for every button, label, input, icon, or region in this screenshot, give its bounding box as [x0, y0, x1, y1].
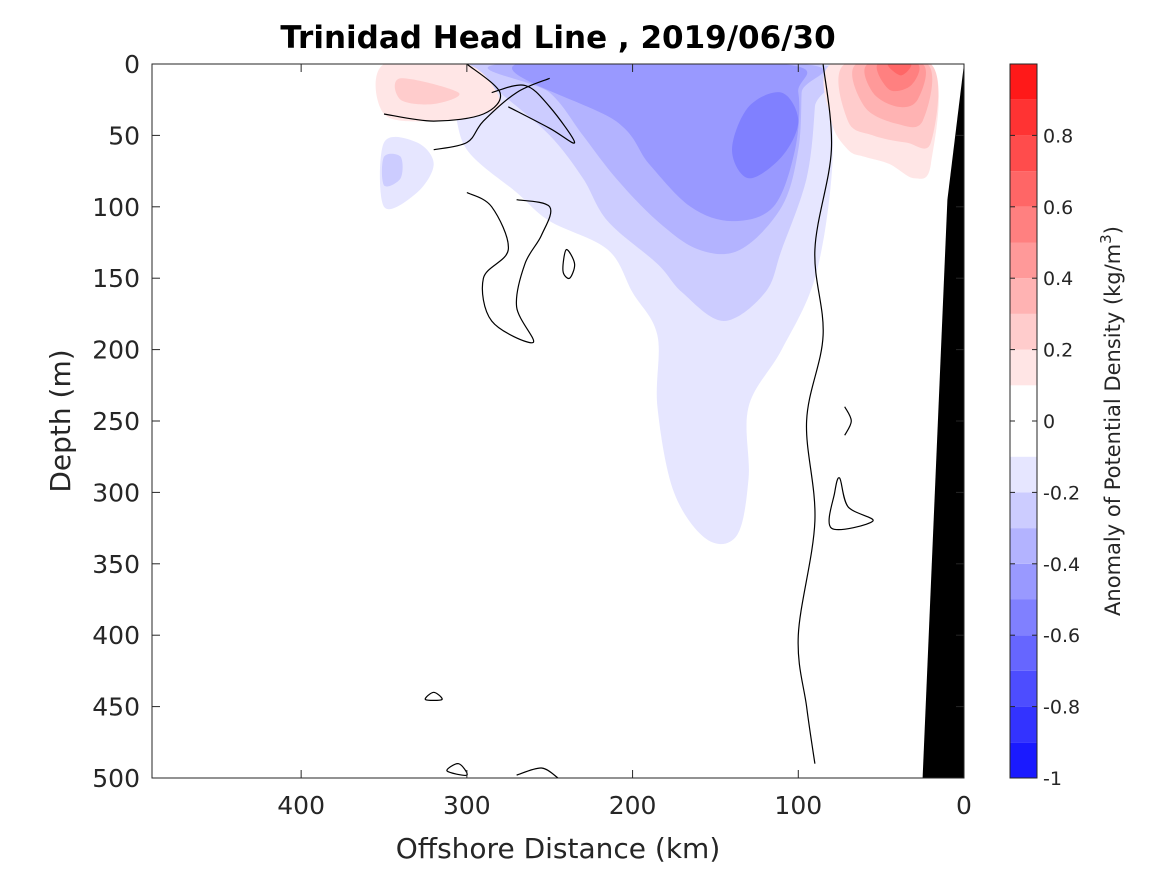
colorbar-label: Anomaly of Potential Density (kg/m3) — [1097, 226, 1125, 616]
colorbar-band — [1010, 563, 1037, 600]
colorbar-band — [1010, 135, 1037, 172]
colorbar-tick-label: 0.6 — [1043, 197, 1073, 219]
zero-contour-line — [844, 406, 852, 436]
seafloor-shape — [922, 64, 964, 778]
colorbar-band — [1010, 706, 1037, 743]
zero-contour-line — [466, 191, 552, 344]
y-tick-label: 100 — [92, 193, 140, 222]
colorbar-band — [1010, 349, 1037, 386]
contour-fill — [394, 78, 460, 105]
y-tick-label: 300 — [92, 478, 140, 507]
anomaly-region-negative-anomaly-west — [379, 136, 434, 210]
y-tick-label: 250 — [92, 407, 140, 436]
colorbar-band — [1010, 242, 1037, 279]
plot-area — [375, 64, 939, 545]
y-tick-label: 350 — [92, 550, 140, 579]
y-tick-label: 450 — [92, 693, 140, 722]
y-tick-label: 200 — [92, 336, 140, 365]
colorbar-band — [1010, 64, 1037, 100]
colorbar-band — [1010, 99, 1037, 136]
zero-contour-line — [383, 64, 502, 122]
colorbar-band — [1010, 313, 1037, 350]
colorbar-band — [1010, 599, 1037, 636]
bathymetry — [922, 64, 964, 778]
zero-contour-line — [491, 84, 576, 144]
colorbar-tick-label: -0.4 — [1043, 554, 1080, 576]
colorbar-label-suffix: ) — [1101, 226, 1125, 234]
zero-contour-line — [797, 64, 833, 764]
y-tick-label: 400 — [92, 621, 140, 650]
y-axis-label: Depth (m) — [44, 349, 77, 492]
x-tick-label: 400 — [277, 791, 325, 820]
colorbar-band — [1010, 528, 1037, 564]
anomaly-region-positive-anomaly-inshore — [823, 64, 939, 179]
colorbar-tick-label: 0 — [1043, 411, 1055, 433]
colorbar-tick-label: -0.6 — [1043, 625, 1080, 647]
colorbar-band — [1010, 492, 1037, 529]
y-axis: 0 50 100 150 200 250 300 350 400 450 500 — [92, 50, 964, 793]
contour-fill — [876, 64, 920, 92]
zero-contour-line — [516, 767, 559, 778]
colorbar-band — [1010, 421, 1037, 457]
x-tick-label: 200 — [609, 791, 657, 820]
colorbar-band — [1010, 742, 1037, 778]
zero-contour-line — [562, 248, 576, 280]
x-axis-label: Offshore Distance (km) — [396, 832, 721, 865]
zero-contour-line — [424, 691, 443, 701]
colorbar-band — [1010, 635, 1037, 671]
zero-contour-line — [828, 477, 874, 531]
anomaly-region-positive-anomaly-offshore — [375, 64, 501, 122]
zero-contour-line — [433, 77, 550, 151]
zero-contour-lines — [383, 64, 874, 778]
x-tick-label: 300 — [443, 791, 491, 820]
zero-contour-line — [446, 763, 468, 776]
colorbar-band — [1010, 171, 1037, 207]
colorbar-tick-label: 0.2 — [1043, 340, 1073, 362]
colorbar-label-superscript: 3 — [1097, 234, 1115, 244]
x-tick-label: 0 — [956, 791, 972, 820]
x-tick-label: 100 — [774, 791, 822, 820]
y-tick-label: 50 — [108, 121, 140, 150]
colorbar-tick-label: -0.8 — [1043, 697, 1080, 719]
contour-fill — [732, 92, 799, 179]
chart-title: Trinidad Head Line , 2019/06/30 — [280, 20, 835, 56]
y-tick-label: 0 — [124, 50, 140, 79]
colorbar-tick-label: -0.2 — [1043, 482, 1080, 504]
colorbar-band — [1010, 206, 1037, 243]
colorbar-band — [1010, 385, 1037, 421]
colorbar — [1009, 63, 1038, 779]
y-tick-label: 150 — [92, 264, 140, 293]
x-axis: 400 300 200 100 0 — [277, 64, 972, 820]
colorbar-band — [1010, 456, 1037, 493]
colorbar-label-text: Anomaly of Potential Density (kg/m — [1101, 244, 1125, 616]
colorbar-tick-label: 0.4 — [1043, 268, 1073, 290]
y-tick-label: 500 — [92, 764, 140, 793]
colorbar-ticks: 0.8 0.6 0.4 0.2 0 -0.2 -0.4 -0.6 -0.8 -1 — [1010, 125, 1080, 790]
colorbar-tick-label: 0.8 — [1043, 125, 1073, 147]
contour-fill — [887, 64, 912, 76]
colorbar-tick-label: -1 — [1043, 768, 1062, 790]
anomaly-region-negative-anomaly-core — [395, 64, 856, 545]
contour-fill — [512, 64, 808, 222]
contour-fill — [381, 153, 403, 187]
colorbar-band — [1010, 278, 1037, 314]
colorbar-band — [1010, 670, 1037, 707]
